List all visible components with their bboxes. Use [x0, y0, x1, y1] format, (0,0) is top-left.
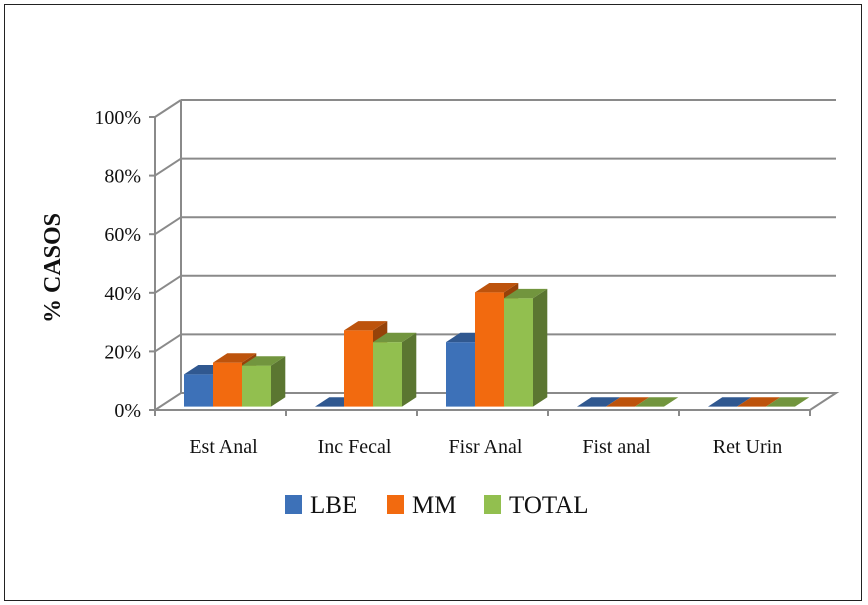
- bar-front: [504, 298, 533, 407]
- x-tick-label: Fist anal: [582, 436, 651, 458]
- x-tick-labels: Est Anal Inc Fecal Fisr Anal Fist anal Ret U…: [189, 436, 782, 458]
- gridlines: [154, 99, 836, 353]
- legend-item: TOTAL: [484, 492, 588, 519]
- bar-front: [344, 330, 373, 407]
- bar-top: [373, 332, 417, 343]
- bar: [708, 397, 752, 407]
- x-tick-label: Ret Urin: [713, 436, 782, 458]
- x-tick-label: Fisr Anal: [449, 436, 523, 458]
- legend: LBE MM TOTAL: [285, 492, 588, 519]
- bar-front: [475, 292, 504, 407]
- gridline-diagonal: [154, 333, 182, 353]
- bar-top: [635, 397, 679, 407]
- bar-top: [766, 397, 810, 407]
- bar-top: [577, 397, 621, 407]
- bar: [737, 397, 781, 407]
- bar-top: [737, 397, 781, 407]
- y-tick-label: 0%: [114, 400, 141, 422]
- y-axis-label: % CASOS: [40, 213, 66, 323]
- y-tick-label: 40%: [104, 283, 141, 305]
- bar: [504, 288, 548, 407]
- y-tick-label: 60%: [104, 224, 141, 246]
- bar-side: [271, 356, 286, 407]
- bars: [184, 282, 810, 407]
- gridline-diagonal: [154, 216, 182, 236]
- bar: [635, 397, 679, 407]
- y-tick-label: 100%: [94, 107, 141, 129]
- bar-top: [213, 353, 257, 363]
- bar-front: [242, 365, 271, 407]
- bar-side: [402, 332, 417, 407]
- legend-swatch: [484, 495, 501, 514]
- legend-label: MM: [412, 492, 456, 519]
- legend-item: MM: [387, 492, 456, 519]
- bar-front: [213, 362, 242, 407]
- x-tick-label: Est Anal: [189, 436, 258, 458]
- bar-side: [533, 288, 548, 407]
- y-tick-labels: 0% 20% 40% 60% 80% 100%: [94, 107, 141, 422]
- bar: [373, 332, 417, 407]
- bar: [606, 397, 650, 407]
- gridline-diagonal: [154, 157, 182, 177]
- bar: [242, 356, 286, 407]
- x-tick-label: Inc Fecal: [318, 436, 392, 458]
- bar: [766, 397, 810, 407]
- bar-top: [475, 282, 519, 293]
- legend-swatch: [285, 495, 302, 514]
- bar-front: [446, 342, 475, 407]
- bar-front: [184, 374, 213, 407]
- legend-label: LBE: [310, 492, 357, 519]
- bar-top: [344, 321, 388, 331]
- legend-swatch: [387, 495, 404, 514]
- bar-top: [606, 397, 650, 407]
- gridline-diagonal: [154, 274, 182, 294]
- legend-label: TOTAL: [509, 492, 588, 519]
- bar-top: [708, 397, 752, 407]
- bar-top: [504, 288, 548, 299]
- y-tick-label: 20%: [104, 341, 141, 363]
- legend-item: LBE: [285, 492, 357, 519]
- bar-top: [242, 356, 286, 366]
- chart-frame: [4, 4, 862, 601]
- bar: [577, 397, 621, 407]
- gridline-diagonal: [154, 99, 182, 118]
- bar-front: [373, 342, 402, 407]
- y-tick-label: 80%: [104, 166, 141, 188]
